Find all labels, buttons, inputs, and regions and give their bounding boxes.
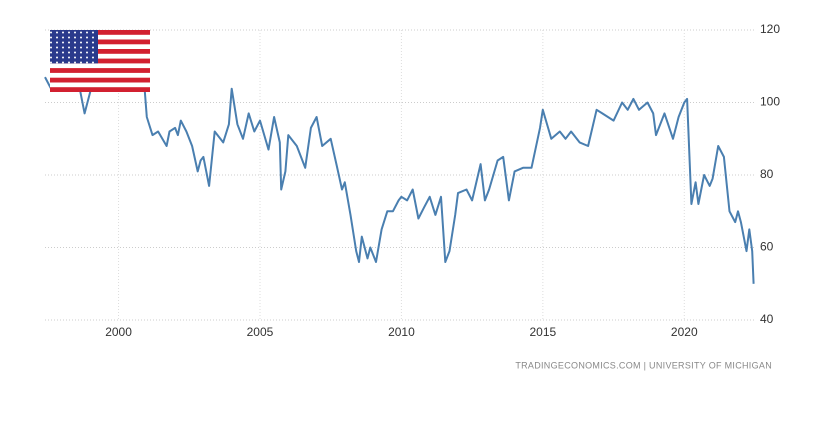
y-tick-label: 60: [760, 240, 774, 254]
x-tick-label: 2020: [671, 325, 698, 339]
x-tick-label: 2000: [105, 325, 132, 339]
flag: [50, 30, 150, 92]
y-tick-label: 40: [760, 312, 774, 326]
x-tick-label: 2005: [247, 325, 274, 339]
source: TRADINGECONOMICS.COM | UNIVERSITY OF MIC…: [515, 360, 772, 370]
plot: 40 60 80 100 120 2000 2005 2010 2015 2020: [44, 22, 780, 339]
y-tick-label: 100: [760, 95, 780, 109]
x-tick-label: 2010: [388, 325, 415, 339]
line: [44, 58, 755, 284]
y-tick-label: 80: [760, 167, 774, 181]
y-tick-label: 120: [760, 22, 780, 36]
x-tick-label: 2015: [529, 325, 556, 339]
